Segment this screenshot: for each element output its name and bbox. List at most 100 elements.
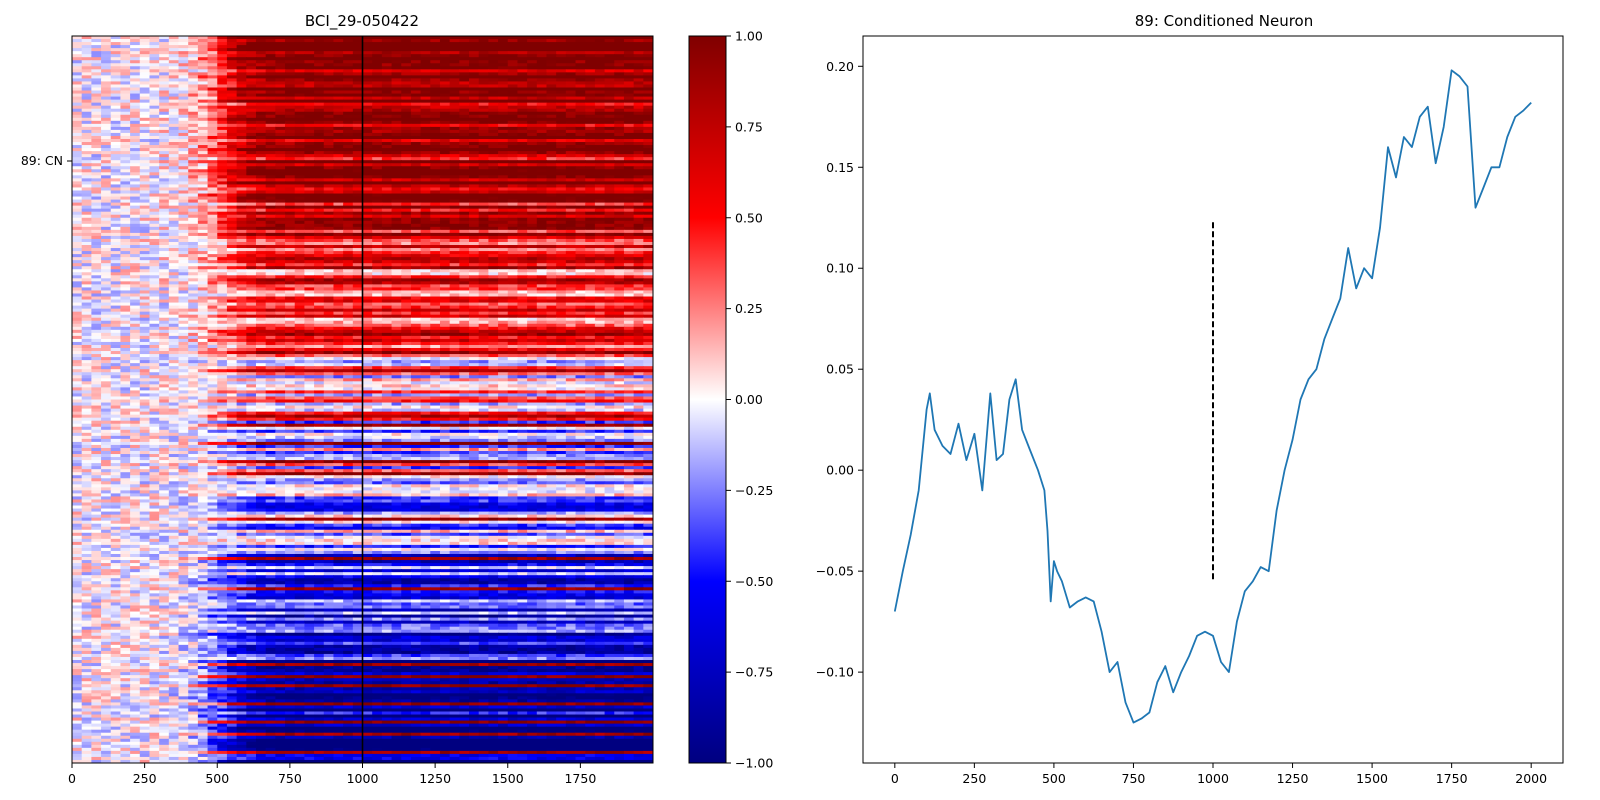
heatmap-cell	[594, 211, 606, 216]
heatmap-cell	[546, 196, 557, 201]
heatmap-cell	[217, 151, 228, 155]
heatmap-cell	[381, 123, 393, 128]
heatmap-cell	[488, 60, 499, 64]
heatmap-cell	[304, 39, 315, 43]
heatmap-cell	[439, 148, 451, 152]
heatmap-cell	[507, 196, 519, 201]
heatmap-cell	[498, 187, 509, 192]
heatmap-cell	[623, 120, 635, 125]
heatmap-cell	[391, 114, 402, 119]
heatmap-cell	[139, 199, 151, 204]
heatmap-cell	[478, 172, 489, 176]
heatmap-cell	[72, 154, 83, 158]
heatmap-cell	[255, 172, 267, 176]
heatmap-cell	[381, 63, 393, 67]
heatmap-cell	[420, 87, 431, 92]
heatmap-cell	[120, 199, 131, 204]
heatmap-cell	[633, 90, 644, 95]
heatmap-cell	[352, 57, 364, 61]
heatmap-cell	[304, 196, 315, 201]
heatmap-cell	[120, 48, 131, 52]
heatmap-cell	[585, 81, 596, 86]
heatmap-cell	[110, 160, 122, 164]
heatmap-cell	[614, 99, 625, 104]
heatmap-cell	[101, 75, 112, 80]
heatmap-cell	[207, 148, 218, 152]
heatmap-cell	[343, 66, 354, 70]
heatmap-cell	[188, 90, 199, 95]
heatmap-cell	[585, 117, 596, 122]
heatmap-cell	[246, 214, 257, 219]
heatmap-cell	[517, 154, 528, 158]
heatmap-cell	[556, 105, 567, 110]
heatmap-cell	[410, 214, 422, 219]
heatmap-cell	[314, 54, 325, 58]
heatmap-cell	[498, 208, 509, 213]
heatmap-cell	[101, 151, 112, 155]
heatmap-cell	[527, 190, 538, 195]
heatmap-cell	[343, 51, 354, 55]
heatmap-cell	[575, 111, 586, 116]
heatmap-cell	[101, 211, 112, 216]
heatmap-cell	[285, 193, 296, 198]
heatmap-cell	[314, 154, 325, 158]
heatmap-cell	[188, 45, 199, 49]
heatmap-cell	[430, 108, 441, 113]
heatmap-cell	[498, 84, 509, 89]
heatmap-cell	[430, 178, 441, 182]
heatmap-cell	[633, 196, 644, 201]
heatmap-cell	[168, 111, 180, 116]
heatmap-cell	[236, 102, 247, 107]
heatmap-cell	[469, 132, 480, 137]
heatmap-cell	[498, 160, 509, 164]
heatmap-cell	[304, 108, 315, 113]
heatmap-cell	[527, 184, 538, 189]
heatmap-cell	[594, 132, 606, 137]
heatmap-cell	[459, 99, 470, 104]
heatmap-cell	[556, 63, 567, 67]
heatmap-cell	[130, 36, 141, 40]
heatmap-cell	[236, 142, 247, 146]
heatmap-cell	[439, 54, 451, 58]
heatmap-cell	[91, 45, 102, 49]
heatmap-cell	[197, 111, 209, 116]
heatmap-cell	[604, 172, 615, 176]
heatmap-cell	[507, 160, 519, 164]
heatmap-cell	[633, 205, 644, 210]
heatmap-cell	[527, 214, 538, 219]
heatmap-cell	[178, 108, 189, 113]
heatmap-cell	[159, 157, 170, 161]
heatmap-cell	[217, 175, 228, 179]
heatmap-cell	[159, 184, 170, 189]
heatmap-cell	[488, 214, 499, 219]
heatmap-cell	[527, 138, 538, 143]
heatmap-cell	[275, 114, 286, 119]
heatmap-cell	[217, 199, 228, 204]
heatmap-cell	[565, 69, 577, 73]
heatmap-cell	[352, 84, 364, 89]
heatmap-cell	[265, 117, 276, 122]
heatmap-cell	[343, 135, 354, 140]
heatmap-cell	[585, 208, 596, 213]
heatmap-cell	[507, 54, 519, 58]
heatmap-cell	[565, 117, 577, 122]
heatmap-cell	[294, 135, 305, 140]
heatmap-cell	[439, 163, 451, 167]
heatmap-cell	[439, 126, 451, 131]
heatmap-cell	[226, 99, 238, 104]
heatmap-cell	[314, 145, 325, 149]
heatmap-cell	[197, 129, 209, 134]
heatmap-cell	[110, 48, 122, 52]
heatmap-cell	[81, 208, 92, 213]
heatmap-cell	[333, 117, 344, 122]
heatmap-cell	[178, 211, 189, 216]
heatmap-cell	[178, 57, 189, 61]
heatmap-cell	[333, 129, 344, 134]
heatmap-cell	[575, 39, 586, 43]
heatmap-cell	[149, 148, 160, 152]
heatmap-cell	[643, 163, 653, 167]
heatmap-cell	[517, 114, 528, 119]
heatmap-cell	[381, 178, 393, 182]
heatmap-cell	[275, 123, 286, 128]
heatmap-cell	[469, 60, 480, 64]
